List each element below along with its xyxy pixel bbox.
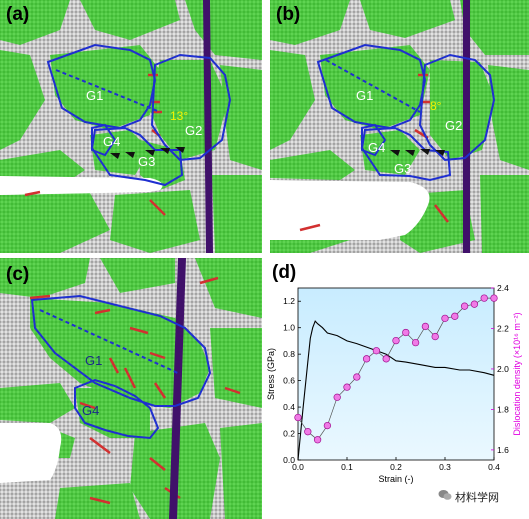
density-point [441,314,449,323]
defect-marks [29,276,241,505]
grain-label-g2: G2 [445,118,462,133]
twin-boundary [463,0,470,253]
defect-marks [24,73,166,216]
grain-outlines [316,43,496,182]
twin-boundary [203,0,213,253]
density-point [372,347,381,355]
x-tick-label: 0.4 [488,462,500,472]
grain-label-g4: G4 [103,134,120,149]
grain-label-g4: G4 [368,140,385,155]
grain-outlines [30,294,212,440]
watermark-text: 材料学网 [455,492,499,504]
y-tick-label: 0.8 [283,349,295,359]
panel-b-image: (b) G1 G2 G3 G4 8° [270,0,529,253]
density-point [392,336,400,345]
wechat-icon [438,490,452,500]
panel-a: (a) G1 G2 G3 G4 13° [0,0,262,253]
density-point [343,383,351,391]
orientation-trace [325,59,421,113]
density-point [313,436,322,444]
density-point [353,373,361,381]
panel-a-label: (a) [6,4,29,25]
density-point [402,328,410,337]
x-tick-label: 0.0 [292,462,304,472]
panel-b-label: (b) [276,4,300,25]
x-tick-label: 0.3 [439,462,451,472]
x-tick-label: 0.1 [341,462,353,472]
density-point [294,413,302,422]
grain-label-g1: G1 [356,88,373,103]
grain-label-g3: G3 [394,161,411,176]
plot-area [297,287,495,461]
twin-boundary [169,258,186,519]
density-point [421,322,430,331]
y-tick-label: 0.2 [283,429,295,439]
misorientation-angle: 13° [170,109,188,123]
grain-label-g3: G3 [138,154,155,169]
panel-c: (c) G1 G4 [0,258,262,519]
y2-axis-label: Dislocation density (×10¹⁶ m⁻²) [512,312,522,435]
dislocation-arrows [390,149,445,156]
y-tick-label: 0.0 [283,455,295,465]
stress-density-chart: (d) 0.0 0.1 0.2 0.3 0.4 0.0 0.2 0.4 0.6 0.8 1.0 1.2… [266,262,522,484]
panel-c-image: (c) G1 G4 [0,258,262,519]
y-tick-label: 1.0 [283,323,295,333]
x-axis-label: Strain (-) [378,474,413,484]
density-point [362,355,371,363]
density-point [460,302,469,310]
y2-tick-label: 1.8 [497,404,509,414]
y-tick-label: 0.4 [283,402,295,412]
grain-label-g4: G4 [82,403,99,418]
grain-outlines [46,43,232,187]
density-point [470,300,479,308]
y-tick-label: 0.6 [283,376,295,386]
density-point [480,294,488,302]
grain-label-g2: G2 [185,123,202,138]
y2-tick-label: 2.4 [497,283,509,293]
grain-label-g1: G1 [86,88,103,103]
density-point [323,421,332,430]
density-point [451,312,459,320]
panel-d: (d) 0.0 0.1 0.2 0.3 0.4 0.0 0.2 0.4 0.6 0.8 1.0 1.2… [262,258,529,490]
y-axis-label: Stress (GPa) [266,348,276,400]
y2-tick-label: 2.2 [497,323,509,333]
density-point [304,428,312,436]
density-point [333,393,341,401]
density-point [411,338,420,347]
orientation-trace [39,309,181,375]
y2-tick-label: 1.6 [497,445,509,455]
dislocation-arrows [110,147,185,159]
panel-a-image: (a) G1 G2 G3 G4 13° [0,0,262,253]
orientation-trace [55,69,161,113]
density-point [382,355,390,363]
stress-series-line [297,320,495,461]
panel-d-label: (d) [272,262,296,283]
grain-label-g1: G1 [85,353,102,368]
panel-c-label: (c) [6,264,29,285]
x-tick-label: 0.2 [390,462,402,472]
density-point [490,294,498,302]
y2-tick-label: 2.0 [497,364,509,374]
panel-b: (b) G1 G2 G3 G4 8° [270,0,529,253]
density-point [431,332,439,341]
misorientation-angle: 8° [430,99,442,113]
y-tick-label: 1.2 [283,296,295,306]
